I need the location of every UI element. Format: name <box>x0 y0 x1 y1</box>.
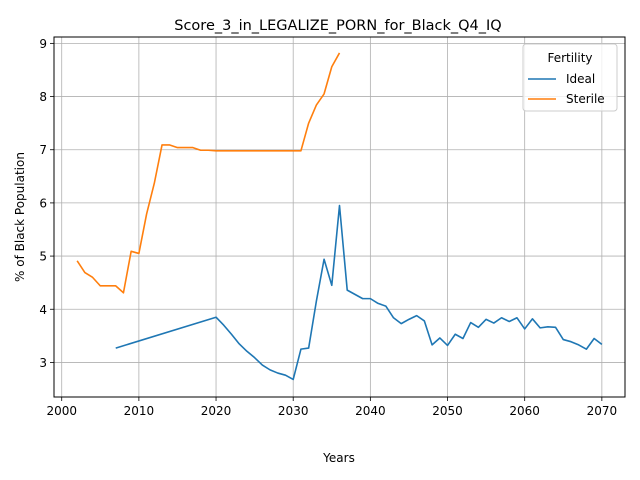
legend-box <box>522 43 618 112</box>
y-tick-label: 8 <box>39 90 47 104</box>
y-tick-label: 5 <box>39 250 47 264</box>
x-tick-label: 2050 <box>432 404 463 418</box>
x-tick-label: 2020 <box>201 404 232 418</box>
y-axis-label: % of Black Population <box>13 152 27 282</box>
x-axis-label: Years <box>322 451 355 465</box>
y-tick-label: 3 <box>39 356 47 370</box>
legend-label-sterile: Sterile <box>566 92 605 106</box>
x-tick-label: 2030 <box>278 404 309 418</box>
x-tick-label: 2060 <box>509 404 540 418</box>
series-line-ideal <box>115 204 603 381</box>
axis-ticks: 2000 2010 2020 2030 2040 2050 2060 2070 3 4 5 6 7 8 9 <box>39 37 617 418</box>
legend: Fertility Ideal Sterile <box>522 43 618 112</box>
chart-title: Score_3_in_LEGALIZE_PORN_for_Black_Q4_IQ <box>174 18 501 34</box>
legend-label-ideal: Ideal <box>566 72 595 86</box>
x-tick-label: 2010 <box>124 404 155 418</box>
series-layer <box>76 52 603 381</box>
plot-area <box>53 36 626 398</box>
x-tick-label: 2000 <box>46 404 77 418</box>
x-tick-label: 2040 <box>355 404 386 418</box>
series-line-sterile <box>76 52 341 294</box>
y-tick-label: 9 <box>39 37 47 51</box>
y-tick-label: 6 <box>39 196 47 210</box>
y-tick-label: 7 <box>39 143 47 157</box>
y-tick-label: 4 <box>39 303 47 317</box>
legend-title: Fertility <box>547 51 592 65</box>
x-tick-label: 2070 <box>587 404 618 418</box>
